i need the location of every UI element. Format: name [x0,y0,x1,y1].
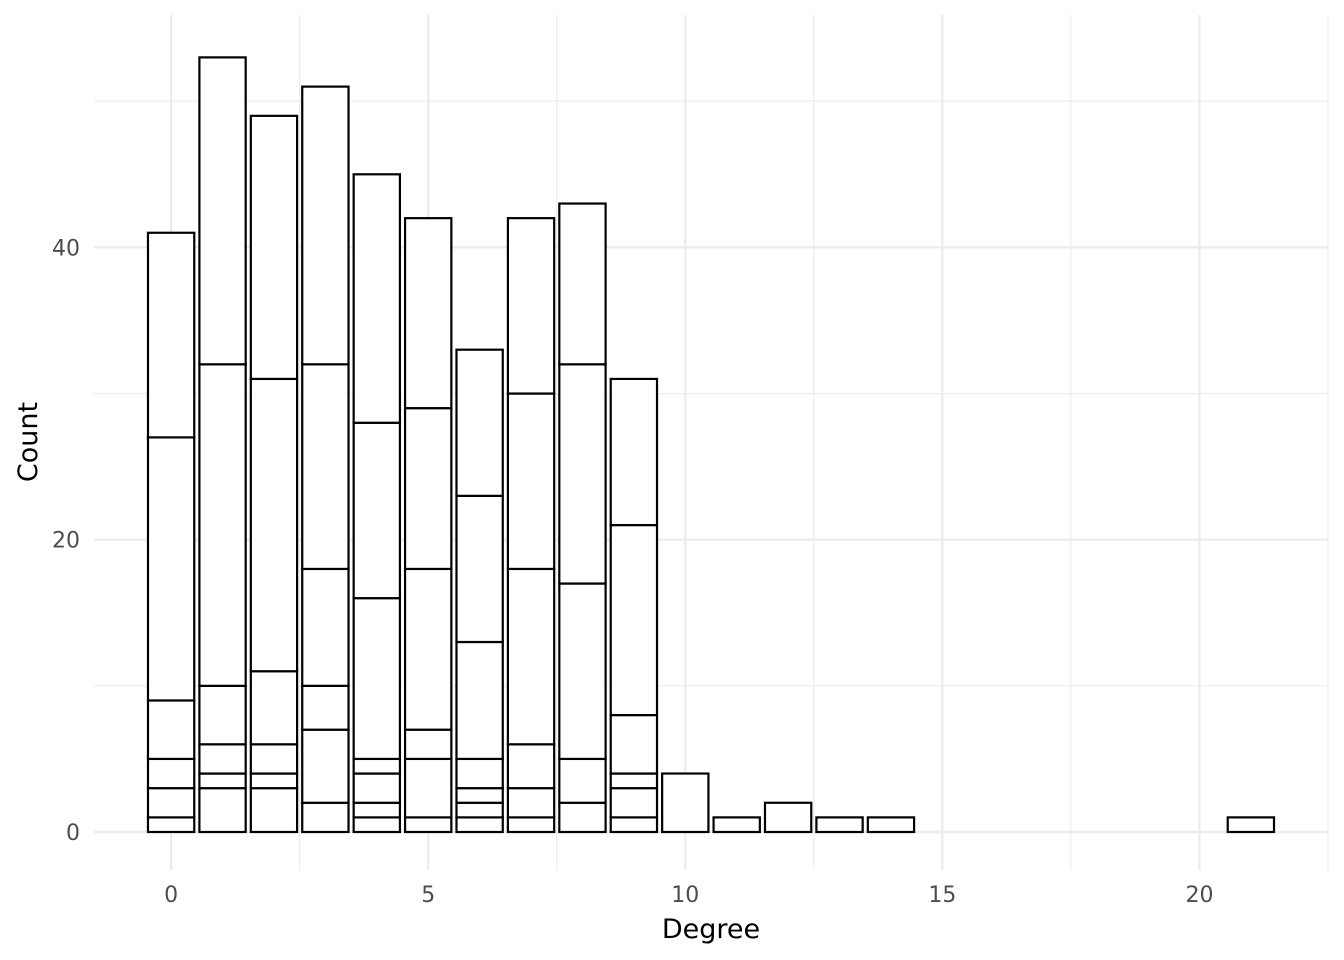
bar-segment [301,728,350,804]
bar-segment [506,816,556,834]
x-axis-ticks: 0 5 10 15 20 [164,883,1213,908]
bar-segment [455,348,504,497]
bar-segment [146,231,196,439]
bar-segment [249,114,299,381]
bar-segment [198,787,247,834]
bar-segment [301,684,350,731]
x-tick-label: 0 [164,883,178,908]
y-axis-title: Count [13,402,44,482]
bar-segment [249,670,299,746]
bar-segment [249,772,299,790]
bar-segment [403,217,453,410]
bar-segment [249,743,299,775]
bar-stack-degree-11 [712,816,761,834]
bar-segment [146,757,196,790]
bar-stack-degree-9 [609,377,659,834]
bar-segment [352,757,402,775]
bar-segment [403,757,453,819]
bar-segment [146,816,196,834]
bar-segment [506,392,556,571]
bar-segment [712,816,761,834]
bar-stack-degree-6 [455,348,504,834]
bar-segment [558,582,607,761]
bar-segment [558,363,607,585]
bar-segment [558,757,607,804]
x-tick-label: 15 [928,883,956,908]
bar-segment [609,713,659,775]
bar-segment [455,757,504,790]
bars [146,56,1276,834]
bar-segment [352,597,402,761]
bar-segment [249,377,299,673]
bar-segment [198,772,247,790]
bar-segment [558,801,607,834]
bar-segment [249,787,299,834]
bar-segment [301,801,350,834]
bar-segment [146,699,196,761]
bar-segment [506,787,556,819]
x-tick-label: 10 [671,883,699,908]
bar-segment [609,816,659,834]
bar-segment [352,421,402,600]
bar-segment [146,436,196,702]
bar-stack-degree-0 [146,231,196,834]
bar-segment [301,567,350,687]
bar-segment [352,816,402,834]
bar-stack-degree-10 [661,772,710,834]
bar-segment [301,85,350,366]
bar-stack-degree-21 [1226,816,1276,834]
bar-segment [352,801,402,819]
bar-stack-degree-12 [763,801,813,834]
bar-segment [403,816,453,834]
bar-segment [661,772,710,834]
bar-segment [609,377,659,527]
bar-stack-degree-3 [301,85,350,834]
bar-segment [455,801,504,819]
bar-segment [352,173,402,424]
bar-segment [609,787,659,819]
bar-segment [403,728,453,761]
bar-stack-degree-13 [815,816,864,834]
bar-segment [198,363,247,687]
bar-segment [146,787,196,819]
bar-segment [455,640,504,761]
bar-stack-degree-14 [866,816,916,834]
bar-segment [609,523,659,717]
bar-segment [763,801,813,834]
y-tick-label: 40 [52,236,80,261]
x-axis-title: Degree [662,914,760,945]
y-tick-label: 20 [52,529,80,554]
x-tick-label: 5 [421,883,435,908]
bar-segment [455,787,504,804]
bar-segment [403,407,453,571]
bar-segment [455,494,504,644]
bar-segment [609,772,659,790]
y-tick-label: 0 [66,821,80,846]
bar-segment [198,743,247,775]
bar-segment [506,743,556,790]
x-tick-label: 20 [1185,883,1213,908]
y-axis-ticks: 0 20 40 [52,236,80,846]
bar-stack-degree-7 [506,217,556,834]
bar-stack-degree-8 [558,202,607,834]
bar-stack-degree-1 [198,56,247,834]
bar-segment [198,684,247,746]
bar-segment [558,202,607,366]
bar-segment [506,217,556,395]
bar-segment [506,567,556,746]
bar-segment [815,816,864,834]
bar-segment [352,772,402,804]
bar-segment [1226,816,1276,834]
bar-segment [301,363,350,571]
bar-stack-degree-4 [352,173,402,834]
bar-segment [455,816,504,834]
bar-segment [403,567,453,731]
bar-stack-degree-5 [403,217,453,834]
bar-segment [866,816,916,834]
bar-segment [198,56,247,366]
grid-lines [94,15,1329,870]
bar-stack-degree-2 [249,114,299,834]
